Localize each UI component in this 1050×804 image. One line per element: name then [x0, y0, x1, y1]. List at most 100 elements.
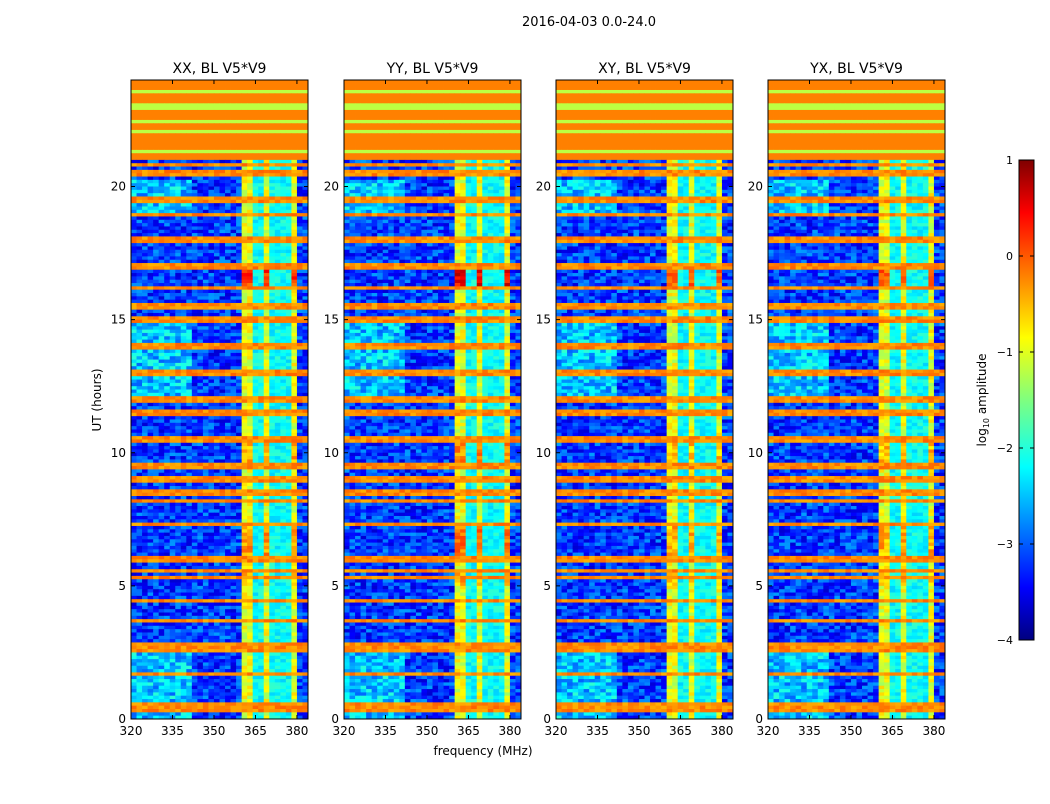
heatmap-cell	[142, 189, 148, 194]
heatmap-cell	[180, 209, 187, 214]
heatmap-cell	[153, 169, 160, 174]
heatmap-cell	[280, 103, 287, 108]
heatmap-cell	[202, 535, 209, 540]
heatmap-cell	[142, 462, 148, 467]
heatmap-cell	[269, 196, 276, 201]
heatmap-cell	[230, 296, 237, 301]
heatmap-cell	[175, 139, 182, 144]
heatmap-cell	[274, 249, 281, 254]
heatmap-cell	[241, 462, 248, 467]
heatmap-cell	[213, 569, 220, 573]
heatmap-cell	[258, 489, 265, 494]
heatmap-cell	[296, 312, 303, 317]
heatmap-cell	[247, 186, 254, 191]
heatmap-cell	[274, 153, 281, 157]
heatmap-cell	[186, 316, 193, 321]
heatmap-cell	[296, 496, 303, 500]
heatmap-cell	[153, 173, 160, 177]
heatmap-cell	[153, 143, 160, 147]
heatmap-cell	[241, 396, 248, 400]
heatmap-cell	[213, 589, 220, 593]
heatmap-cell	[236, 99, 243, 104]
heatmap-cell	[213, 96, 220, 101]
heatmap-cell	[213, 80, 220, 84]
heatmap-cell	[169, 512, 176, 517]
heatmap-cell	[142, 199, 148, 204]
heatmap-cell	[191, 103, 198, 108]
heatmap-cell	[274, 575, 281, 580]
heatmap-cell	[291, 552, 298, 557]
heatmap-cell	[219, 486, 226, 490]
heatmap-cell	[296, 432, 303, 437]
heatmap-cell	[252, 419, 259, 424]
heatmap-cell	[280, 572, 287, 577]
heatmap-cell	[153, 356, 160, 360]
heatmap-cell	[153, 309, 160, 314]
heatmap-cell	[191, 452, 198, 457]
heatmap-cell	[197, 246, 204, 251]
heatmap-cell	[263, 349, 270, 354]
heatmap-cell	[291, 289, 298, 294]
heatmap-cell	[247, 246, 254, 251]
heatmap-cell	[186, 396, 193, 400]
heatmap-cell	[225, 579, 231, 583]
heatmap-cell	[247, 439, 254, 444]
heatmap-cell	[269, 233, 276, 237]
heatmap-cell	[247, 223, 254, 227]
heatmap-cell	[202, 532, 209, 537]
heatmap-cell	[296, 386, 303, 390]
heatmap-cell	[153, 479, 160, 484]
heatmap-cell	[213, 326, 220, 331]
heatmap-cell	[247, 476, 254, 480]
heatmap-cell	[258, 119, 265, 124]
heatmap-cell	[180, 359, 187, 364]
heatmap-cell	[291, 419, 298, 424]
heatmap-cell	[169, 519, 176, 524]
heatmap-cell	[258, 462, 265, 467]
heatmap-cell	[191, 239, 198, 244]
heatmap-cell	[247, 369, 254, 374]
heatmap-cell	[274, 502, 281, 507]
heatmap-cell	[241, 109, 248, 114]
heatmap-cell	[175, 103, 182, 108]
heatmap-cell	[202, 592, 209, 597]
heatmap-cell	[285, 552, 292, 557]
heatmap-cell	[136, 396, 143, 400]
heatmap-cell	[169, 422, 176, 427]
heatmap-cell	[158, 509, 165, 514]
heatmap-cell	[131, 249, 137, 254]
heatmap-cell	[296, 89, 303, 94]
heatmap-cell	[230, 139, 237, 144]
heatmap-cell	[147, 183, 154, 187]
heatmap-cell	[269, 422, 276, 427]
heatmap-cell	[136, 519, 143, 524]
heatmap-cell	[202, 329, 209, 334]
heatmap-cell	[252, 492, 259, 497]
heatmap-cell	[169, 233, 176, 237]
heatmap-cell	[169, 559, 176, 563]
heatmap-cell	[280, 329, 287, 334]
heatmap-cell	[191, 496, 198, 500]
heatmap-cell	[219, 106, 226, 111]
heatmap-cell	[280, 239, 287, 244]
heatmap-cell	[147, 169, 154, 174]
heatmap-cell	[230, 153, 237, 157]
heatmap-cell	[241, 515, 248, 520]
heatmap-cell	[236, 582, 243, 587]
heatmap-cell	[280, 575, 287, 580]
heatmap-cell	[136, 509, 143, 514]
heatmap-cell	[219, 419, 226, 424]
heatmap-cell	[169, 396, 176, 400]
heatmap-cell	[158, 552, 165, 557]
heatmap-cell	[285, 362, 292, 367]
heatmap-cell	[197, 386, 204, 390]
heatmap-cell	[153, 569, 160, 573]
heatmap-cell	[247, 562, 254, 567]
heatmap-cell	[269, 286, 276, 291]
heatmap-cell	[241, 173, 248, 177]
heatmap-cell	[219, 193, 226, 197]
heatmap-cell	[186, 143, 193, 147]
heatmap-cell	[164, 123, 171, 127]
heatmap-cell	[131, 552, 137, 557]
heatmap-cell	[186, 489, 193, 494]
